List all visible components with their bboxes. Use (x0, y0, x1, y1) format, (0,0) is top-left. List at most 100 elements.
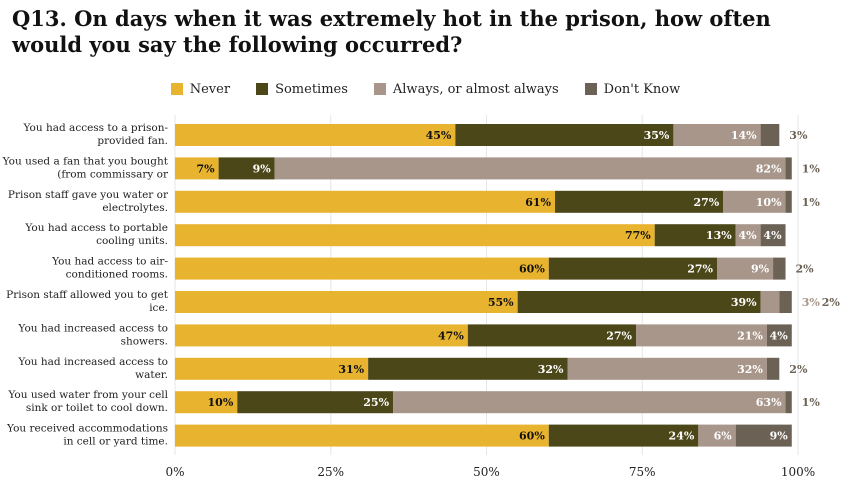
data-label: 27% (693, 196, 719, 209)
data-label: 3% (789, 129, 808, 142)
bar-segment (175, 324, 468, 347)
x-tick-label: 0% (165, 465, 184, 479)
category-label: You received accommodations (6, 423, 168, 435)
bar-segment (636, 324, 767, 347)
x-tick-label: 100% (781, 465, 815, 479)
data-label: 25% (363, 396, 389, 409)
data-label: 77% (625, 229, 651, 242)
category-label: cooling units. (96, 235, 168, 247)
data-label: 14% (731, 129, 757, 142)
category-label: You had access to portable (24, 222, 168, 234)
legend-label: Sometimes (275, 81, 348, 97)
bar-segment (175, 424, 549, 447)
legend-item: Always, or almost always (373, 80, 559, 98)
data-label: 35% (644, 129, 670, 142)
bar-segment (760, 291, 780, 313)
bar-segment (455, 124, 674, 146)
category-label: You had increased access to (17, 356, 168, 368)
data-label: 7% (197, 162, 216, 175)
x-tick-label: 75% (629, 465, 656, 479)
data-label: 1% (802, 162, 821, 175)
bar-segment (175, 224, 655, 247)
bar-segment (785, 391, 792, 414)
data-label: 27% (606, 329, 632, 342)
data-label: 39% (731, 296, 757, 309)
data-label: 21% (737, 329, 763, 342)
data-label: 1% (802, 396, 821, 409)
data-label: 82% (756, 162, 782, 175)
chart-title: Q13. On days when it was extremely hot i… (12, 6, 771, 57)
category-label: Prison staff gave you water or (8, 189, 169, 201)
x-tick-label: 50% (473, 465, 500, 479)
data-label: 47% (438, 329, 464, 342)
bar-segment (654, 224, 736, 247)
data-label: 55% (488, 296, 514, 309)
data-label: 2% (796, 263, 815, 276)
category-label: You had access to air- (51, 256, 168, 268)
category-label: (from commissary or (57, 168, 169, 180)
bar-segment (673, 124, 761, 146)
legend-swatch (256, 83, 269, 95)
category-label: provided fan. (97, 135, 168, 147)
category-label: ice. (149, 302, 168, 314)
data-label: 9% (770, 430, 789, 443)
bar-segment (779, 291, 792, 313)
bar-segment (717, 257, 774, 280)
bar-segment (698, 424, 736, 447)
data-label: 31% (338, 363, 364, 376)
bar-segment (237, 391, 394, 414)
data-label: 60% (519, 263, 545, 276)
category-label: sink or toilet to cool down. (26, 402, 168, 414)
data-label: 45% (426, 129, 452, 142)
data-label: 4% (763, 229, 782, 242)
category-label: You had increased access to (17, 322, 168, 334)
bar-segment (175, 357, 369, 380)
data-label: 32% (737, 363, 763, 376)
bar-segment (175, 257, 549, 280)
legend-item: Sometimes (256, 80, 348, 98)
legend-item: Never (170, 80, 230, 98)
bar-segment (393, 391, 786, 414)
category-label: in cell or yard time. (63, 436, 168, 448)
data-label: 2% (789, 363, 808, 376)
legend-label: Don't Know (603, 81, 681, 97)
category-label: conditioned rooms. (66, 269, 168, 281)
data-label: 10% (756, 196, 782, 209)
category-label: showers. (121, 335, 168, 347)
bar-segment (773, 257, 786, 280)
bar-segment (735, 424, 792, 447)
legend-item: Don't Know (584, 80, 681, 98)
bar-segment (567, 357, 767, 380)
data-label: 3% (802, 296, 821, 309)
data-label: 24% (669, 430, 695, 443)
bar-segment (175, 157, 219, 180)
bar-segment (175, 190, 556, 213)
bar-segment (218, 157, 275, 180)
bar-segment (175, 391, 238, 414)
data-label: 27% (687, 263, 713, 276)
data-label: 60% (519, 430, 545, 443)
legend-swatch (170, 83, 183, 95)
bar-segment (368, 357, 568, 380)
bar-segment (467, 324, 637, 347)
category-label: You had access to a prison- (23, 122, 169, 134)
bar-segment (785, 190, 792, 213)
category-label: You used water from your cell (7, 389, 168, 401)
data-label: 4% (739, 229, 758, 242)
data-label: 10% (208, 396, 234, 409)
category-label: water. (135, 369, 168, 381)
legend-label: Always, or almost always (392, 81, 559, 97)
data-label: 4% (770, 329, 789, 342)
bar-segment (723, 190, 786, 213)
data-label: 2% (822, 296, 841, 309)
data-label: 6% (714, 430, 733, 443)
bar-segment (555, 190, 724, 213)
bar-segment (766, 324, 792, 347)
data-label: 63% (756, 396, 782, 409)
bar-segment (735, 224, 761, 247)
chart-legend: Never Sometimes Always, or almost always Do… (0, 80, 851, 98)
data-label: 61% (525, 196, 551, 209)
bar-segment (760, 124, 780, 146)
data-label: 9% (253, 162, 272, 175)
